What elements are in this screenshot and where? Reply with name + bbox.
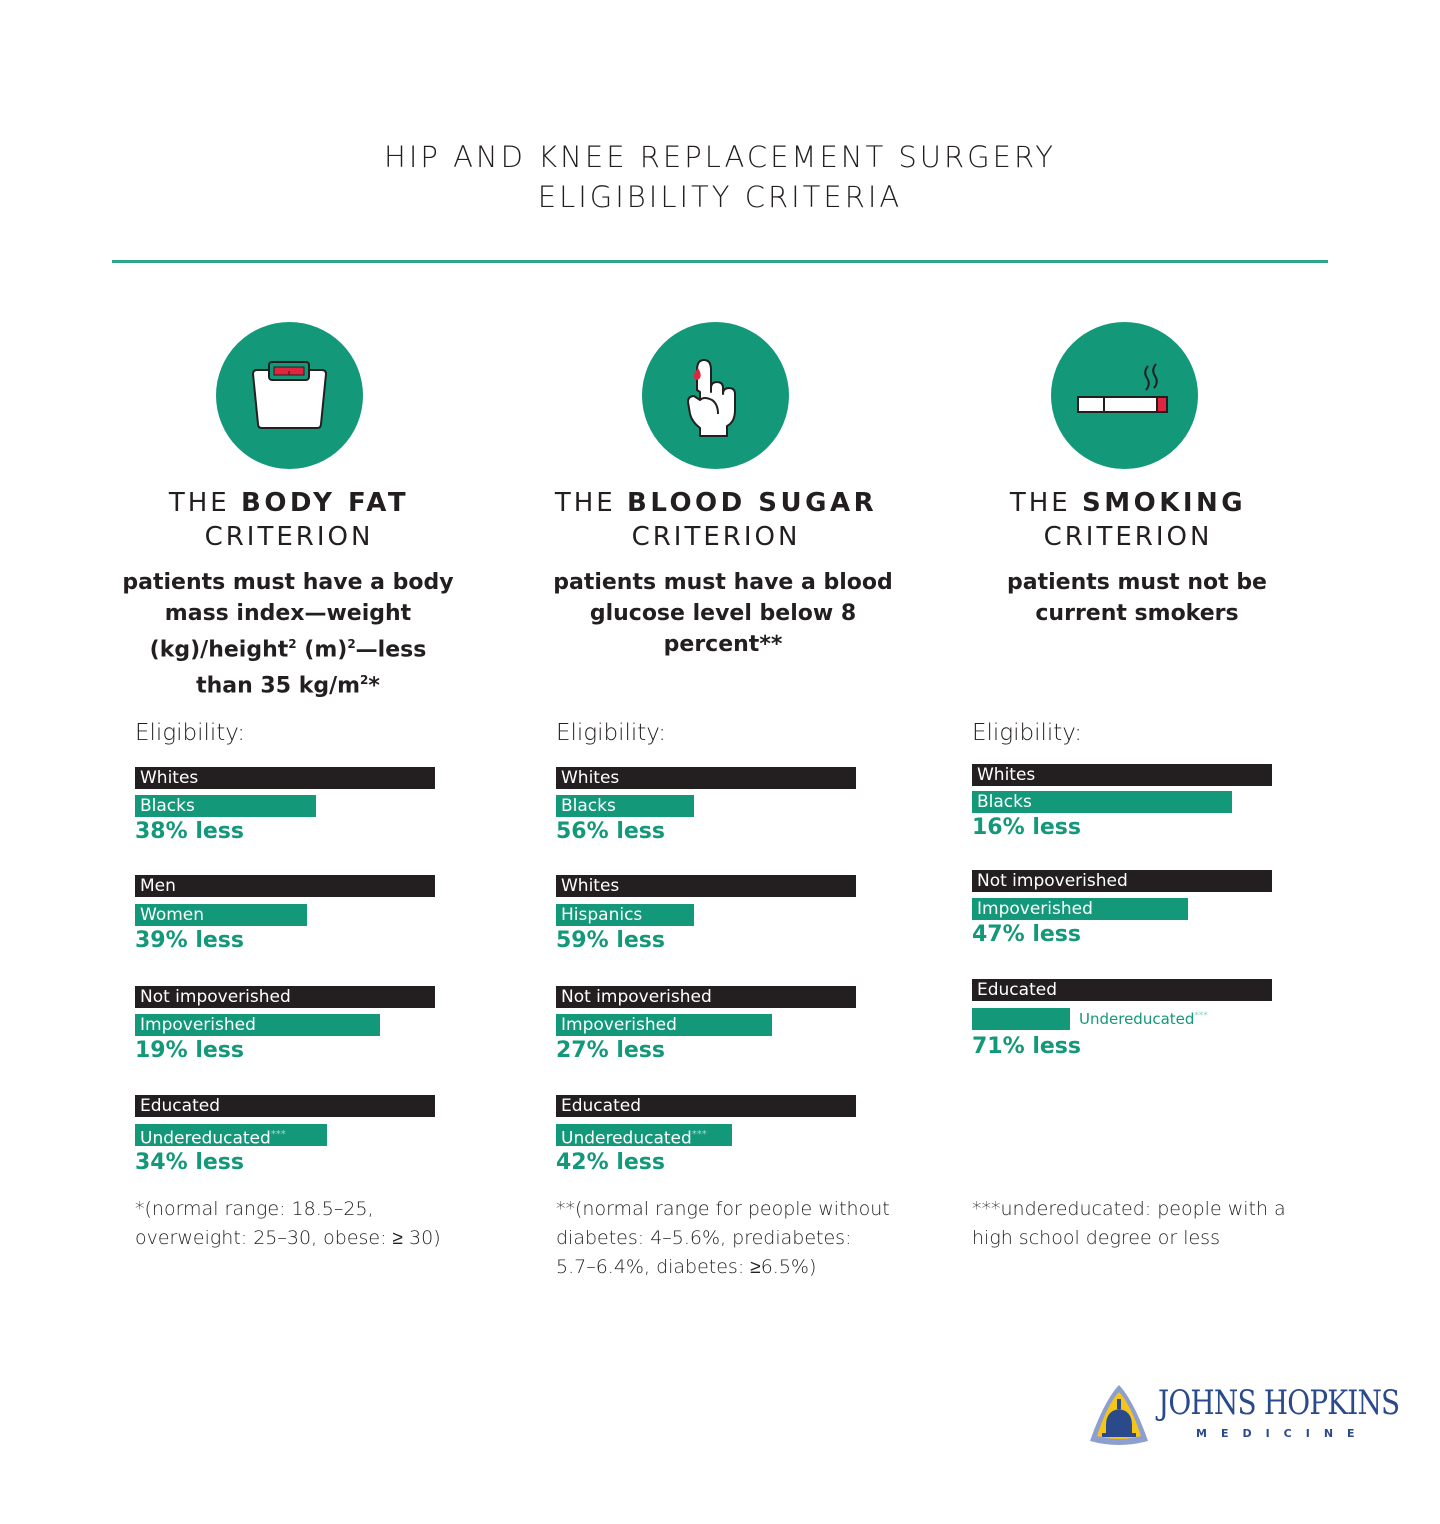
bar-compared: Blacks (556, 795, 694, 817)
bar-compared: Hispanics (556, 904, 694, 926)
result-percentage: 59% less (556, 928, 665, 953)
finger-prick-icon (642, 322, 789, 469)
title-divider (112, 260, 1328, 263)
result-percentage: 39% less (135, 928, 244, 953)
criterion-title-smoking: THE SMOKING CRITERION (1009, 488, 1247, 552)
bar-compared: Impoverished (972, 898, 1188, 920)
page-title-line1: HIP AND KNEE REPLACEMENT SURGERY (384, 140, 1056, 174)
bar-reference: Whites (135, 767, 435, 789)
page-title-line2: ELIGIBILITY CRITERIA (537, 180, 903, 214)
bar-reference: Educated (135, 1095, 435, 1117)
result-percentage: 27% less (556, 1038, 665, 1063)
result-percentage: 47% less (972, 922, 1081, 947)
bar-compared: Impoverished (135, 1014, 380, 1036)
bar-reference: Not impoverished (972, 870, 1272, 892)
eligibility-label: Eligibility: (556, 720, 666, 746)
result-percentage: 34% less (135, 1150, 244, 1175)
johns-hopkins-logo: JOHNS HOPKINS MEDICINE (1088, 1383, 1400, 1447)
bar-reference: Not impoverished (135, 986, 435, 1008)
eligibility-label: Eligibility: (135, 720, 245, 746)
result-percentage: 38% less (135, 819, 244, 844)
bar-reference: Whites (972, 764, 1272, 786)
result-percentage: 42% less (556, 1150, 665, 1175)
logo-name: JOHNS HOPKINS (1158, 1383, 1400, 1423)
bar-reference: Not impoverished (556, 986, 856, 1008)
cigarette-icon (1051, 322, 1198, 469)
criterion-description-blood-sugar: patients must have a blood glucose level… (553, 570, 893, 657)
result-percentage: 71% less (972, 1034, 1081, 1059)
bar-compared: Blacks (972, 791, 1232, 813)
logo-subtitle: MEDICINE (1196, 1427, 1369, 1440)
bar-compared: Blacks (135, 795, 316, 817)
bar-reference: Men (135, 875, 435, 897)
bar-compared: Women (135, 904, 307, 926)
result-percentage: 56% less (556, 819, 665, 844)
bar-compared: Undereducated*** (556, 1124, 732, 1149)
criterion-title-blood-sugar: THE BLOOD SUGAR CRITERION (554, 488, 878, 552)
criterion-description-smoking: patients must not be current smokers (1007, 570, 1267, 626)
bar-reference: Educated (556, 1095, 856, 1117)
bar-reference: Whites (556, 875, 856, 897)
bar-reference: Educated (972, 979, 1272, 1001)
dome-shield-icon (1090, 1385, 1148, 1445)
eligibility-label: Eligibility: (972, 720, 1082, 746)
bar-compared: Undereducated*** (135, 1124, 327, 1149)
criterion-description-body-fat: patients must have a body mass index—wei… (122, 570, 454, 699)
footnote-body-fat: *(normal range: 18.5–25, overweight: 25–… (135, 1198, 441, 1249)
bar-compared: Impoverished (556, 1014, 772, 1036)
bar-reference: Whites (556, 767, 856, 789)
bar-compared (972, 1008, 1070, 1030)
footnote-blood-sugar: **(normal range for people without diabe… (556, 1198, 890, 1278)
criterion-title-body-fat: THE BODY FAT CRITERION (168, 488, 410, 552)
footnote-smoking: ***undereducated: people with a high sch… (972, 1198, 1286, 1249)
bar-compared-label: Undereducated*** (1079, 1010, 1208, 1028)
result-percentage: 19% less (135, 1038, 244, 1063)
result-percentage: 16% less (972, 815, 1081, 840)
scale-icon (216, 322, 363, 469)
